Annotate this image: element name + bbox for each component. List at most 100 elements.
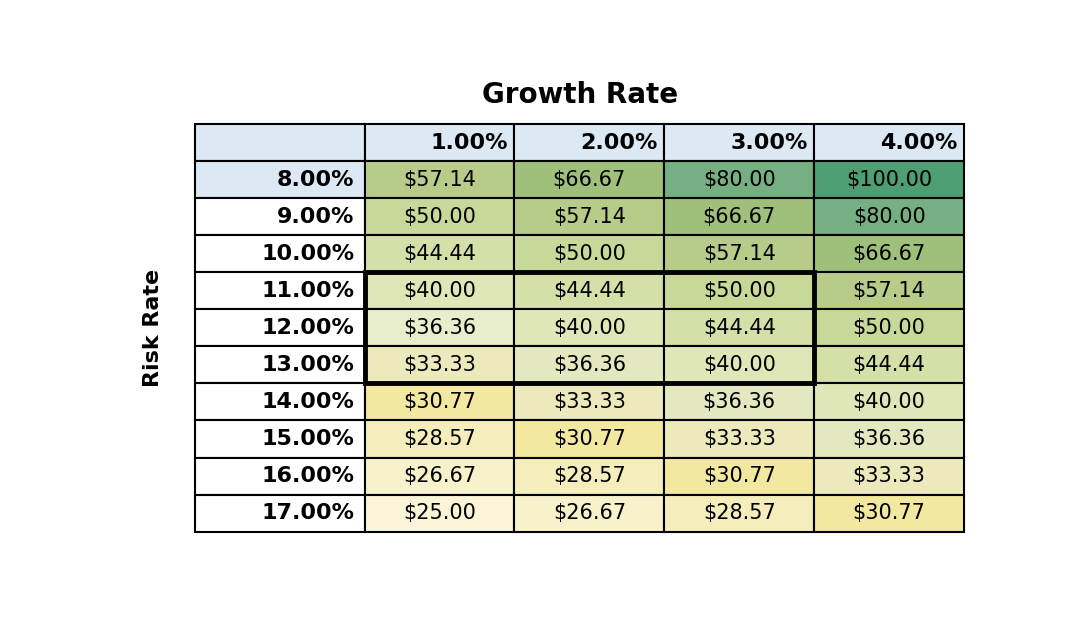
Text: $57.14: $57.14 bbox=[553, 207, 626, 227]
Bar bbox=[664, 346, 814, 384]
Bar bbox=[514, 420, 664, 457]
Text: $30.77: $30.77 bbox=[553, 429, 626, 449]
Bar bbox=[364, 272, 514, 309]
Text: $50.00: $50.00 bbox=[703, 281, 776, 301]
Text: $40.00: $40.00 bbox=[553, 318, 626, 338]
Bar bbox=[664, 309, 814, 346]
Text: $50.00: $50.00 bbox=[852, 318, 925, 338]
Bar bbox=[664, 420, 814, 457]
Text: $44.44: $44.44 bbox=[553, 281, 626, 301]
Bar bbox=[195, 235, 364, 272]
Bar bbox=[814, 124, 965, 161]
Text: 15.00%: 15.00% bbox=[262, 429, 354, 449]
Text: $66.67: $66.67 bbox=[703, 207, 776, 227]
Text: 17.00%: 17.00% bbox=[262, 503, 354, 523]
Bar bbox=[195, 124, 364, 161]
Text: $28.57: $28.57 bbox=[703, 503, 776, 523]
Text: $50.00: $50.00 bbox=[553, 244, 626, 264]
Text: $33.33: $33.33 bbox=[553, 392, 626, 412]
Bar bbox=[664, 161, 814, 198]
Text: $66.67: $66.67 bbox=[852, 244, 925, 264]
Bar bbox=[514, 198, 664, 235]
Bar bbox=[814, 457, 965, 495]
Bar bbox=[514, 457, 664, 495]
Text: 13.00%: 13.00% bbox=[262, 355, 354, 375]
Text: $30.77: $30.77 bbox=[852, 503, 925, 523]
Bar bbox=[514, 124, 664, 161]
Text: $57.14: $57.14 bbox=[852, 281, 925, 301]
Text: $57.14: $57.14 bbox=[703, 244, 776, 264]
Text: 2.00%: 2.00% bbox=[580, 133, 657, 152]
Bar bbox=[364, 346, 514, 384]
Text: $33.33: $33.33 bbox=[852, 466, 925, 486]
Bar bbox=[814, 309, 965, 346]
Bar bbox=[514, 384, 664, 420]
Bar bbox=[195, 198, 364, 235]
Bar bbox=[664, 198, 814, 235]
Text: $26.67: $26.67 bbox=[553, 503, 626, 523]
Bar bbox=[814, 272, 965, 309]
Bar bbox=[195, 457, 364, 495]
Bar bbox=[514, 235, 664, 272]
Bar bbox=[814, 420, 965, 457]
Bar bbox=[364, 272, 814, 384]
Bar bbox=[364, 457, 514, 495]
Text: Growth Rate: Growth Rate bbox=[482, 81, 678, 109]
Bar bbox=[814, 198, 965, 235]
Text: 11.00%: 11.00% bbox=[262, 281, 354, 301]
Text: $36.36: $36.36 bbox=[403, 318, 476, 338]
Bar bbox=[814, 235, 965, 272]
Bar bbox=[364, 309, 514, 346]
Bar bbox=[364, 384, 514, 420]
Text: $66.67: $66.67 bbox=[553, 169, 626, 190]
Text: $33.33: $33.33 bbox=[703, 429, 776, 449]
Bar bbox=[814, 495, 965, 532]
Bar bbox=[195, 420, 364, 457]
Bar bbox=[195, 309, 364, 346]
Text: $100.00: $100.00 bbox=[846, 169, 932, 190]
Text: $40.00: $40.00 bbox=[403, 281, 476, 301]
Bar bbox=[514, 495, 664, 532]
Text: 9.00%: 9.00% bbox=[277, 207, 354, 227]
Bar bbox=[195, 161, 364, 198]
Bar bbox=[195, 272, 364, 309]
Text: $33.33: $33.33 bbox=[403, 355, 476, 375]
Text: $26.67: $26.67 bbox=[403, 466, 476, 486]
Text: $30.77: $30.77 bbox=[703, 466, 776, 486]
Text: $40.00: $40.00 bbox=[703, 355, 776, 375]
Text: $28.57: $28.57 bbox=[553, 466, 626, 486]
Text: $40.00: $40.00 bbox=[852, 392, 925, 412]
Text: $44.44: $44.44 bbox=[852, 355, 925, 375]
Text: $25.00: $25.00 bbox=[403, 503, 476, 523]
Text: 12.00%: 12.00% bbox=[262, 318, 354, 338]
Text: 3.00%: 3.00% bbox=[730, 133, 808, 152]
Bar bbox=[364, 161, 514, 198]
Bar bbox=[514, 161, 664, 198]
Bar bbox=[664, 235, 814, 272]
Text: Risk Rate: Risk Rate bbox=[143, 269, 163, 387]
Text: $30.77: $30.77 bbox=[403, 392, 476, 412]
Bar bbox=[814, 161, 965, 198]
Text: $36.36: $36.36 bbox=[553, 355, 626, 375]
Text: $44.44: $44.44 bbox=[703, 318, 776, 338]
Bar bbox=[514, 272, 664, 309]
Bar bbox=[195, 346, 364, 384]
Bar bbox=[664, 124, 814, 161]
Text: $80.00: $80.00 bbox=[852, 207, 925, 227]
Text: $57.14: $57.14 bbox=[403, 169, 476, 190]
Bar bbox=[364, 235, 514, 272]
Text: 16.00%: 16.00% bbox=[262, 466, 354, 486]
Text: $44.44: $44.44 bbox=[403, 244, 476, 264]
Text: $36.36: $36.36 bbox=[852, 429, 925, 449]
Bar bbox=[364, 124, 514, 161]
Text: $28.57: $28.57 bbox=[403, 429, 476, 449]
Bar bbox=[664, 384, 814, 420]
Bar bbox=[814, 346, 965, 384]
Text: 4.00%: 4.00% bbox=[880, 133, 957, 152]
Text: 10.00%: 10.00% bbox=[262, 244, 354, 264]
Bar bbox=[364, 198, 514, 235]
Bar bbox=[195, 384, 364, 420]
Text: $50.00: $50.00 bbox=[403, 207, 476, 227]
Text: 8.00%: 8.00% bbox=[277, 169, 354, 190]
Bar bbox=[514, 309, 664, 346]
